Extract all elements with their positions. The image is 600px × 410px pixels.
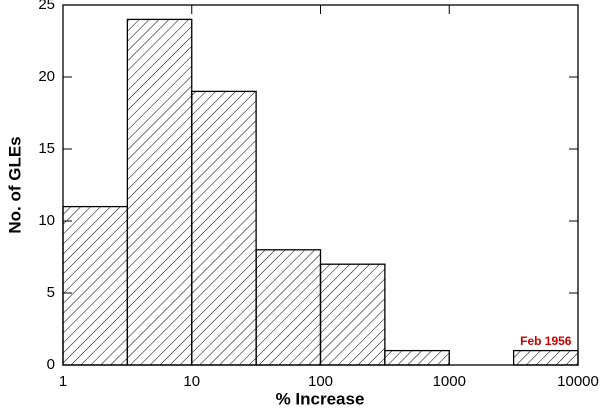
x-tick-label: 10000 — [557, 373, 599, 390]
bar — [512, 349, 579, 366]
bar — [62, 205, 129, 366]
annotation: Feb 1956 — [520, 334, 572, 348]
bar — [319, 263, 386, 366]
bar — [255, 249, 322, 366]
y-tick-label: 0 — [47, 356, 55, 373]
y-tick-label: 15 — [38, 140, 55, 157]
y-axis-title: No. of GLEs — [5, 136, 24, 233]
y-tick-label: 20 — [38, 68, 55, 85]
x-tick-label: 1 — [59, 373, 67, 390]
y-tick-label: 5 — [47, 284, 55, 301]
y-tick-label: 25 — [38, 0, 55, 13]
bar — [191, 90, 257, 366]
x-tick-label: 1000 — [433, 373, 466, 390]
x-tick-label: 10 — [183, 373, 200, 390]
x-tick-label: 100 — [308, 373, 333, 390]
y-tick-label: 10 — [38, 212, 55, 229]
bar — [384, 349, 450, 366]
x-axis-title: % Increase — [276, 389, 365, 408]
bar — [126, 18, 193, 366]
